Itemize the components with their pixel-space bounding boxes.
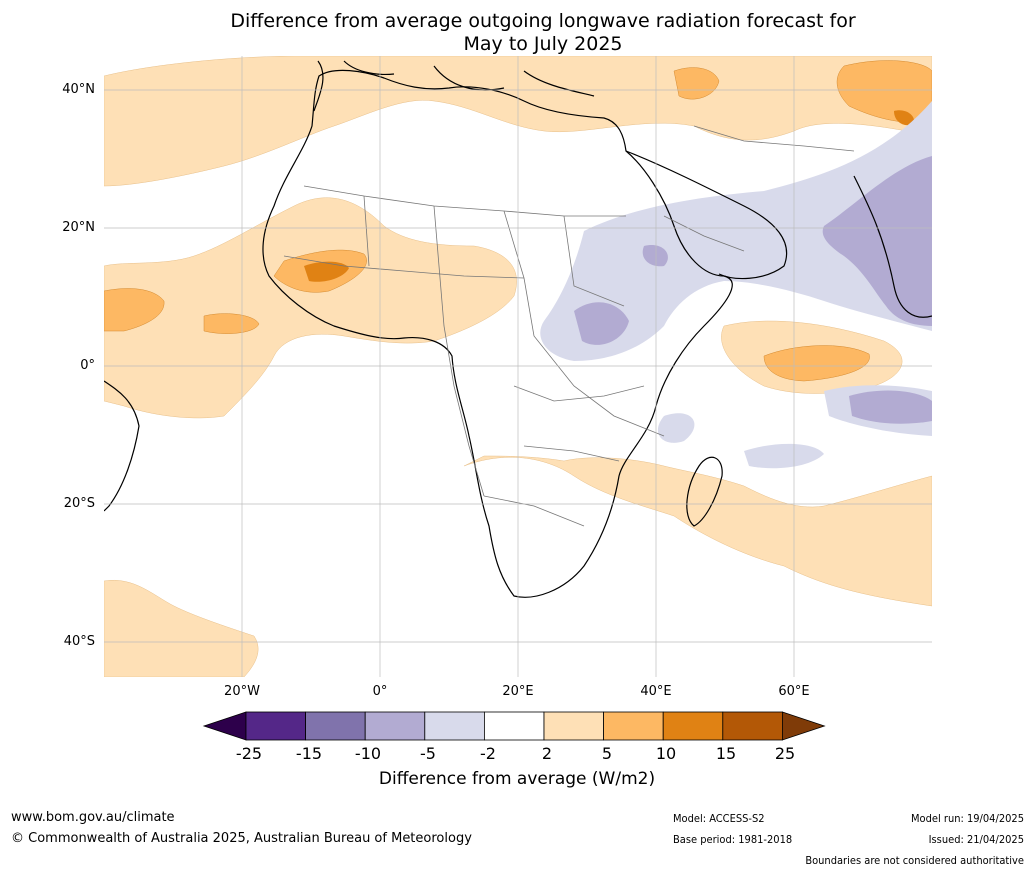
lat-label-0: 0° xyxy=(80,358,95,373)
lat-label-40s: 40°S xyxy=(63,634,95,649)
lon-label-60e: 60°E xyxy=(778,684,810,699)
positive-anomaly-dark xyxy=(304,110,915,282)
lon-label-20e: 20°E xyxy=(502,684,534,699)
country-borders xyxy=(283,125,855,527)
negative-anomaly-medium xyxy=(574,156,932,424)
lon-label-40e: 40°E xyxy=(640,684,672,699)
colorbar-cell xyxy=(305,711,366,741)
colorbar-cell xyxy=(662,711,724,741)
colorbar-tick-label: -2 xyxy=(480,744,496,763)
colorbar-tick-label: 15 xyxy=(715,744,737,763)
colorbar-arrow-high xyxy=(782,711,826,741)
colorbar-tick-label: 10 xyxy=(655,744,677,763)
anomaly-map xyxy=(104,56,932,677)
colorbar-cell xyxy=(722,711,783,741)
colorbar-title: Difference from average (W/m2) xyxy=(378,769,656,789)
map-panel xyxy=(104,56,932,677)
lat-label-20n: 20°N xyxy=(62,220,95,235)
colorbar-tick-label: -5 xyxy=(420,744,436,763)
lat-label-40n: 40°N xyxy=(62,82,95,97)
colorbar-tick-label: -25 xyxy=(235,744,263,763)
map-title: Difference from average outgoing longwav… xyxy=(150,10,936,56)
graticule xyxy=(104,56,932,677)
colorbar xyxy=(202,711,826,741)
colorbar-cell xyxy=(245,711,306,741)
model-text: Model: ACCESS-S2 xyxy=(673,812,765,825)
issued-text: Issued: 21/04/2025 xyxy=(928,833,1024,846)
disclaimer-text: Boundaries are not considered authoritat… xyxy=(805,854,1024,867)
copyright-text: © Commonwealth of Australia 2025, Austra… xyxy=(11,831,472,846)
colorbar-tick-label: -10 xyxy=(354,744,382,763)
colorbar-tick-label: 2 xyxy=(541,744,553,763)
model-run-text: Model run: 19/04/2025 xyxy=(911,812,1024,825)
colorbar-tick-label: 25 xyxy=(774,744,796,763)
website-link[interactable]: www.bom.gov.au/climate xyxy=(11,810,175,825)
positive-anomaly-medium xyxy=(104,60,932,382)
colorbar-cell xyxy=(603,711,664,741)
coastlines xyxy=(104,60,932,598)
colorbar-cell xyxy=(424,711,485,741)
colorbar-tick-label: 5 xyxy=(601,744,613,763)
base-period-text: Base period: 1981-2018 xyxy=(673,833,793,846)
lon-label-20w: 20°W xyxy=(224,684,260,699)
title-line-1: Difference from average outgoing longwav… xyxy=(230,10,856,32)
colorbar-cell xyxy=(483,711,545,741)
lat-label-20s: 20°S xyxy=(63,496,95,511)
colorbar-cell xyxy=(543,711,604,741)
colorbar-arrow-low xyxy=(202,711,247,741)
colorbar-tick-label: -15 xyxy=(295,744,323,763)
colorbar-cell xyxy=(364,711,426,741)
lon-label-0: 0° xyxy=(372,684,388,699)
title-line-2: May to July 2025 xyxy=(463,33,623,55)
